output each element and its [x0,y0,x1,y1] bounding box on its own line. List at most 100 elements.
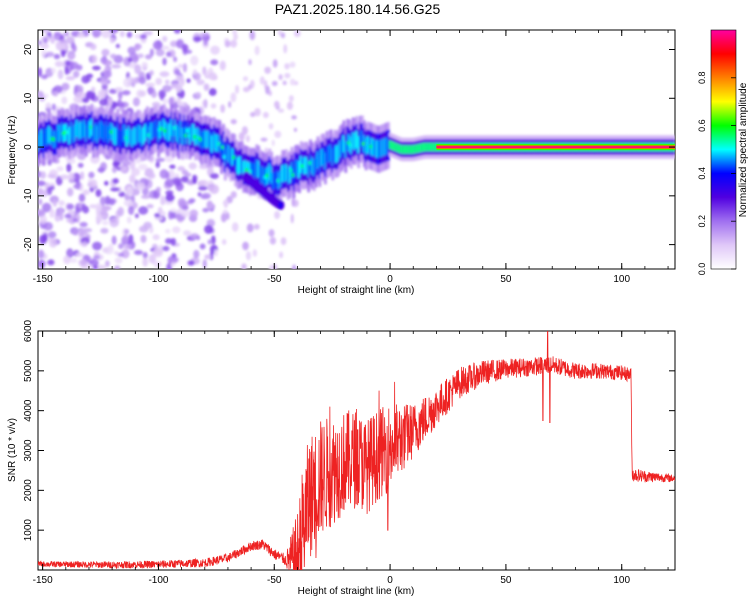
spectrogram-noise-blob [169,50,176,58]
spectrogram-noise-blob [154,213,161,218]
spectrogram-noise-blob [228,101,232,108]
spectrogram-ridge-cell [322,148,325,166]
spectrogram-ridge-cell [425,142,429,152]
spectrogram-noise-blob [112,178,119,184]
spectrogram-noise-blob [81,241,88,248]
spectrogram-ridge-cell [86,120,90,138]
spectrogram-noise-blob [132,97,141,107]
spectrogram-noise-blob [91,86,96,92]
spectrogram-noise-blob [65,75,76,81]
spectrogram-noise-blob [79,221,88,228]
spectrogram-ridge-cell [333,144,337,162]
spectrogram-noise-blob [199,32,209,37]
spectrogram-noise-blob [59,174,69,180]
spectrogram-ridge-cell [336,144,340,162]
spectrogram-noise-blob [195,91,201,97]
spectrogram-ridge-cell [210,135,214,153]
spectrogram-ridge-cell [196,127,199,145]
spectrogram-noise-blob [165,79,170,85]
spectrogram-noise-blob [124,228,130,235]
spectrogram-noise-blob [38,259,46,269]
spectrogram-noise-blob [89,186,95,193]
spectrogram-noise-blob [250,112,256,118]
spectrogram-ridge-cell [97,122,101,140]
spectrogram-noise-blob [181,175,189,183]
spectrogram-noise-blob [140,234,147,244]
spectrogram-ridge-cell [79,121,83,139]
spectrogram-noise-blob [248,59,252,66]
snr-ylabel: SNR (10 * v/v) [7,418,18,482]
spectrogram-noise-blob [235,84,240,94]
spectrogram-noise-blob [254,108,261,117]
spectrogram-noise-blob [279,251,284,259]
spectrogram-noise-blob [131,167,140,177]
spectrogram-noise-blob [173,30,181,34]
snr-x-tick-label: -50 [267,575,282,586]
spectrogram-ridge-cell [344,140,348,159]
spectrogram-noise-blob [219,60,226,71]
spectrogram-ridge-cell [116,123,120,141]
spectrogram-ridge-cell [433,142,437,152]
spectrogram-noise-blob [92,241,103,251]
spectrogram-noise-blob [156,40,161,48]
snr-xlabel: Height of straight line (km) [298,586,415,597]
spectrogram-noise-blob [211,74,218,81]
spectrogram-ridge-cell [179,120,183,138]
spectrogram-noise-blob [93,265,98,269]
spectrogram-noise-blob [102,247,110,254]
spectrogram-noise-blob [169,164,176,170]
spectrogram-noise-blob [177,210,185,215]
spectrogram-noise-blob [82,189,90,196]
spectrogram-noise-blob [64,213,72,219]
spectrogram-noise-blob [291,197,295,207]
spectrogram-ridge-cell [431,142,435,152]
spectrogram-noise-blob [165,194,175,202]
spectrogram-ridge-cell [136,124,140,142]
spectrogram-ridge-cell [99,120,103,138]
spectrogram-ridge-cell [416,144,420,153]
spectrogram-noise-blob [209,173,219,179]
spectrogram-noise-blob [202,207,210,213]
spectrogram-noise-blob [197,192,202,197]
spectrogram-noise-blob [165,190,174,196]
colorbar-tick-label: 0.6 [697,119,707,132]
spectrogram-noise-blob [111,235,117,245]
spectrogram-ridge-cell [81,122,85,140]
spectrogram-noise-blob [272,59,278,68]
spectrogram-noise-blob [262,111,269,119]
snr-y-tick-label: 3000 [23,439,34,462]
spectrogram-noise-blob [246,223,254,233]
spectrogram-noise-blob [112,159,120,169]
spectrogram-ridge-cell [140,129,144,147]
spectrogram-ridge-cell [375,140,379,158]
spectrogram-ridge-cell [424,142,427,152]
colorbar-tick-label: 0.0 [697,263,707,276]
spectrogram-noise-blob [178,63,184,69]
spectrogram-noise-blob [72,70,80,78]
spectrogram-ridge-cell [364,138,368,156]
spectrogram-noise-blob [108,243,114,252]
spectrogram-ridge-cell [60,122,64,140]
spectrogram-ridge-cell [162,119,166,137]
colorbar-bar [710,29,737,270]
spectrogram-noise-blob [162,45,170,50]
spectrogram-ridge-cell [77,122,81,141]
spectrogram-noise-blob [198,185,208,191]
spectrogram-noise-blob [77,85,84,94]
spectrogram-noise-blob [210,103,217,109]
spectrogram-noise-blob [209,184,220,195]
spectrogram-ridge-cell [340,138,344,157]
spectrogram-noise-blob [111,166,117,174]
spectrogram-ridge-cell [323,152,327,170]
spectrogram-noise-blob [188,198,196,203]
spectrogram-noise-blob [152,234,160,241]
spectrogram-ridge-cell [351,132,355,150]
spectrogram-ridge-cell [235,154,238,172]
spectrogram-noise-blob [73,184,80,189]
spectrogram-noise-blob [292,264,297,269]
spectrogram-ridge-cell [123,124,127,142]
snr-x-tick-label: -100 [148,575,168,586]
colorbar-ticks: 0.0 0.2 0.4 0.6 0.8 [697,72,736,276]
spectrogram-ridge-cell [170,119,173,137]
